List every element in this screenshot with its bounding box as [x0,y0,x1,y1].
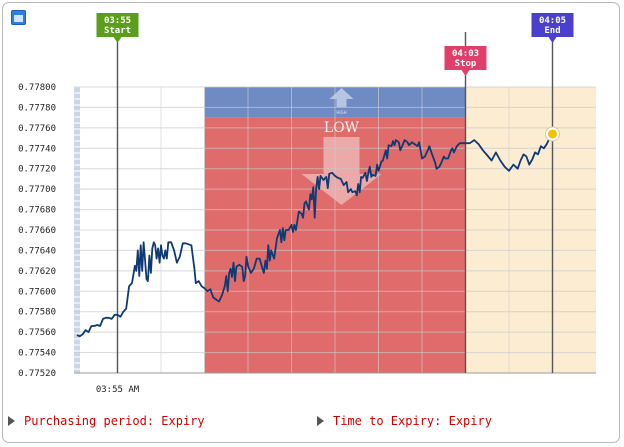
y-tick-label: 0.77680 [18,206,56,216]
high-label: HIGH [336,110,346,115]
flag-end [531,13,574,43]
y-tick-label: 0.77520 [18,369,56,379]
y-tick-label: 0.77760 [18,124,56,134]
y-tick-label: 0.77780 [18,103,56,113]
arrow-down-icon [301,137,382,205]
current-point [548,129,557,139]
time-to-expiry-label: Time to Expiry: Expiry [333,414,492,428]
flag-stop [444,46,487,76]
y-tick-label: 0.77560 [18,328,56,338]
purchasing-period-label: Purchasing period: Expiry [24,414,205,428]
flag-time: 04:03 [452,49,479,59]
triangle-right-icon [317,416,324,426]
y-tick-label: 0.77600 [18,287,56,297]
price-line [76,133,554,338]
y-tick-label: 0.77740 [18,144,56,154]
flag-time: 03:55 [104,16,131,26]
flag-time: 04:05 [539,16,566,26]
y-tick-label: 0.77660 [18,226,56,236]
flag-label: Stop [455,59,477,69]
y-tick-label: 0.77800 [18,83,56,93]
y-tick-label: 0.77700 [18,185,56,195]
y-tick-label: 0.77580 [18,308,56,318]
y-tick-label: 0.77620 [18,267,56,277]
arrow-up-icon [329,88,354,107]
footer-bar: Purchasing period: Expiry Time to Expiry… [2,396,620,443]
x-tick-label: 03:55 AM [96,385,140,395]
time-to-expiry: Time to Expiry: Expiry [317,414,492,428]
y-tick-label: 0.77720 [18,165,56,175]
purchasing-period: Purchasing period: Expiry [8,414,205,428]
y-tick-label: 0.77640 [18,246,56,256]
window-icon[interactable] [11,10,26,25]
flag-start [96,13,139,43]
triangle-right-icon [8,416,15,426]
flag-label: Start [104,26,131,36]
y-tick-label: 0.77540 [18,349,56,359]
flag-label: End [544,26,560,36]
